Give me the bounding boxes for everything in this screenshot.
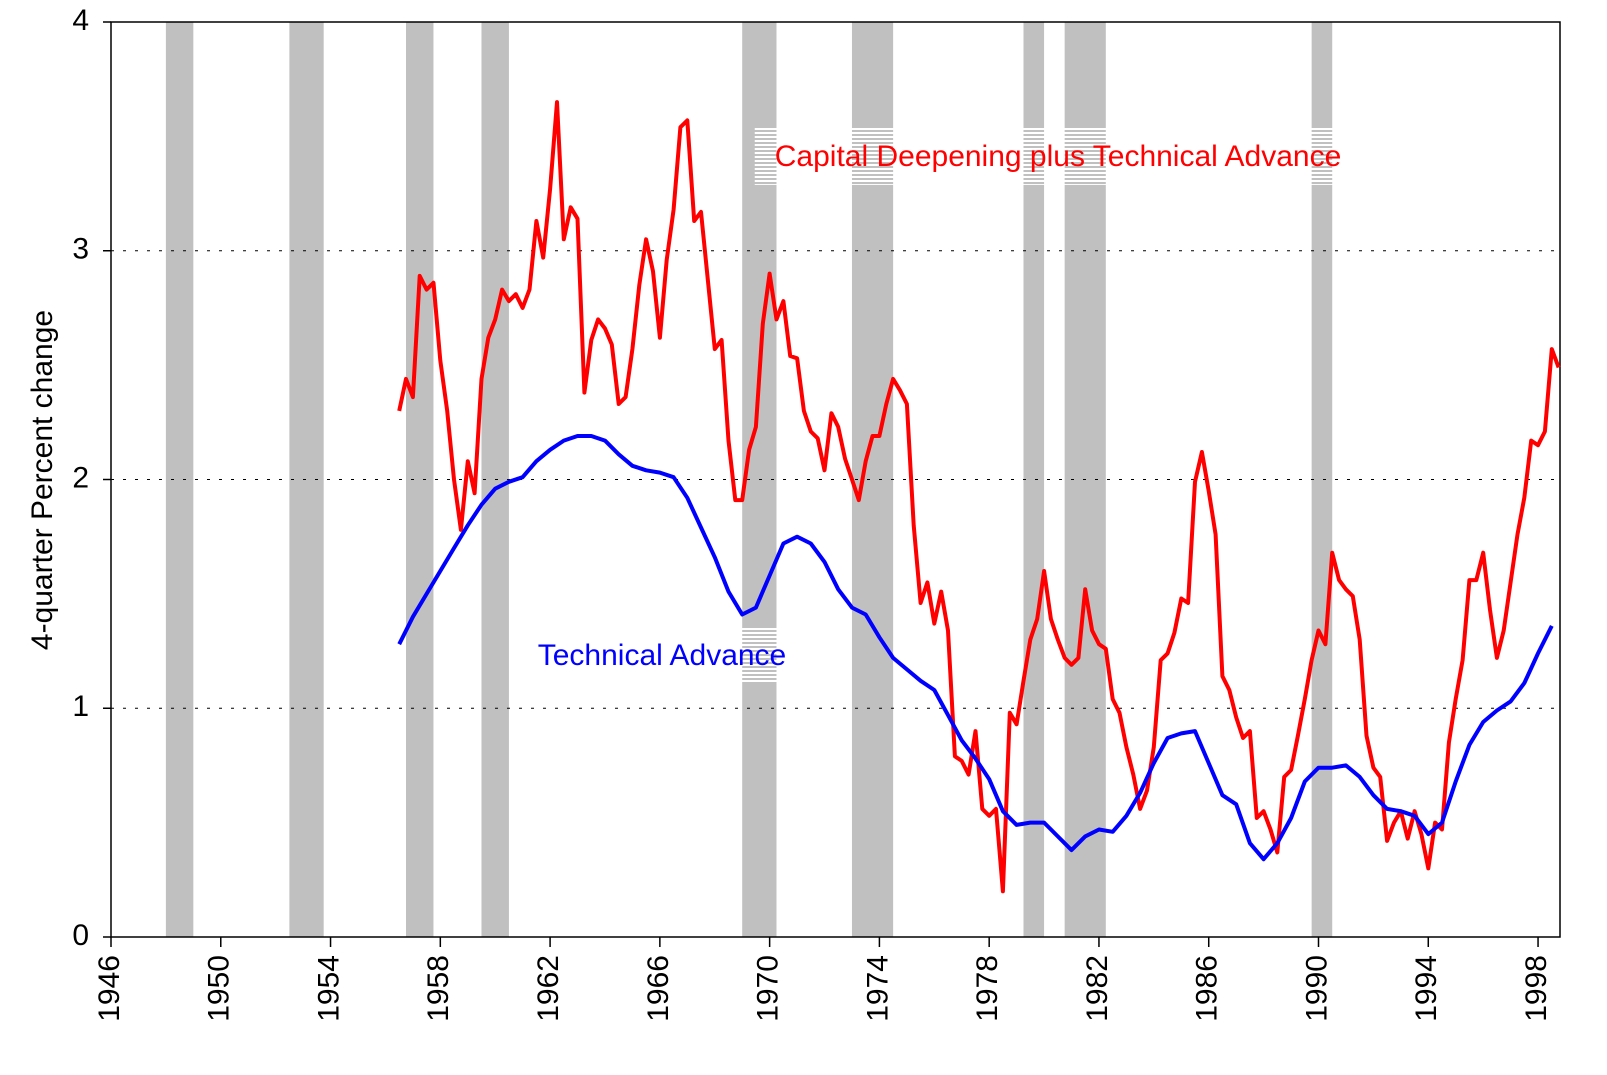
x-tick-label: 1986 [1191, 955, 1224, 1022]
series-label: Technical Advance [538, 639, 787, 672]
x-tick-label: 1970 [752, 955, 785, 1022]
x-tick-label: 1998 [1520, 955, 1553, 1022]
x-tick-label: 1958 [422, 955, 455, 1022]
x-tick-label: 1954 [312, 955, 345, 1022]
x-tick-label: 1962 [532, 955, 565, 1022]
x-tick-label: 1966 [642, 955, 675, 1022]
x-tick-label: 1950 [203, 955, 236, 1022]
x-tick-label: 1946 [93, 955, 126, 1022]
shaded-region [1023, 22, 1045, 937]
shaded-region [289, 22, 324, 937]
y-axis-title: 4-quarter Percent change [26, 310, 59, 650]
label-background [517, 626, 807, 684]
y-tick-label: 3 [72, 233, 89, 266]
y-tick-label: 1 [72, 690, 89, 723]
x-tick-label: 1982 [1081, 955, 1114, 1022]
label-background [754, 127, 1362, 185]
series-line [397, 434, 1554, 862]
shaded-region [165, 22, 194, 937]
x-tick-label: 1978 [971, 955, 1004, 1022]
shaded-region [406, 22, 434, 937]
shaded-region [1311, 22, 1333, 937]
series-line [397, 100, 1561, 894]
y-tick-label: 4 [72, 4, 89, 37]
y-tick-label: 2 [72, 461, 89, 494]
y-tick-label: 0 [72, 919, 89, 952]
x-tick-label: 1974 [861, 955, 894, 1022]
x-tick-label: 1990 [1300, 955, 1333, 1022]
series-label: Capital Deepening plus Technical Advance [775, 140, 1342, 173]
plot-frame [110, 21, 1561, 938]
x-tick-label: 1994 [1410, 955, 1443, 1022]
